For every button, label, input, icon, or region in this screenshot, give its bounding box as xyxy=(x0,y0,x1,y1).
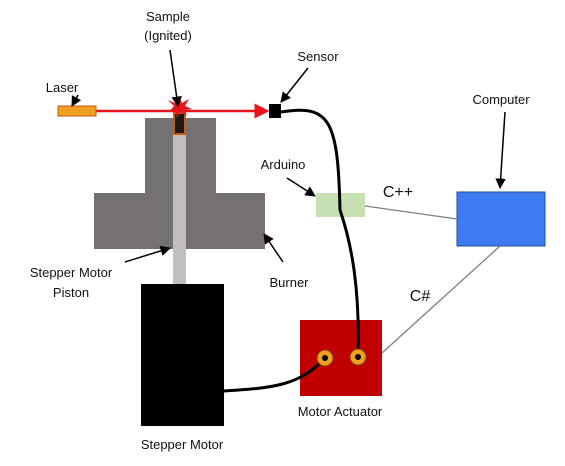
burner-arrow xyxy=(263,233,284,263)
actuator-port-left xyxy=(316,349,334,367)
sample-label-line1: Sample xyxy=(146,9,190,24)
piston-arrow xyxy=(124,245,172,263)
sample-arrow xyxy=(169,49,182,108)
stepper-piston-label-line1: Stepper Motor xyxy=(30,265,113,280)
stepper-motor xyxy=(141,284,224,426)
csharp-label: C# xyxy=(410,288,431,305)
computer-label: Computer xyxy=(472,92,530,107)
burner-label: Burner xyxy=(269,275,309,290)
arduino-arrow xyxy=(286,177,316,197)
arduino-label: Arduino xyxy=(261,157,306,172)
sensor-label: Sensor xyxy=(297,49,339,64)
motor-actuator-label: Motor Actuator xyxy=(298,404,383,419)
link-arduino-computer xyxy=(364,205,458,220)
stepper-motor-label: Stepper Motor xyxy=(141,437,224,452)
sensor-cable xyxy=(280,108,342,211)
link-actuator-computer xyxy=(381,245,501,354)
sensor xyxy=(269,104,281,118)
arduino-actuator-cable xyxy=(338,209,360,358)
actuator-port-right xyxy=(349,348,367,366)
sensor-arrow xyxy=(280,67,309,103)
sample-label-line2: (Ignited) xyxy=(144,28,192,43)
computer xyxy=(456,191,546,247)
motor-actuator xyxy=(300,320,382,396)
computer-arrow xyxy=(495,111,506,190)
stepper-motor-piston xyxy=(173,134,186,284)
laser xyxy=(57,105,97,117)
stepper-piston-label-line2: Piston xyxy=(53,285,89,300)
cpp-label: C++ xyxy=(383,184,413,201)
sample-holder xyxy=(173,112,186,135)
laser-label: Laser xyxy=(46,80,79,95)
laser-arrow xyxy=(71,94,82,107)
motor-cable xyxy=(223,356,327,393)
